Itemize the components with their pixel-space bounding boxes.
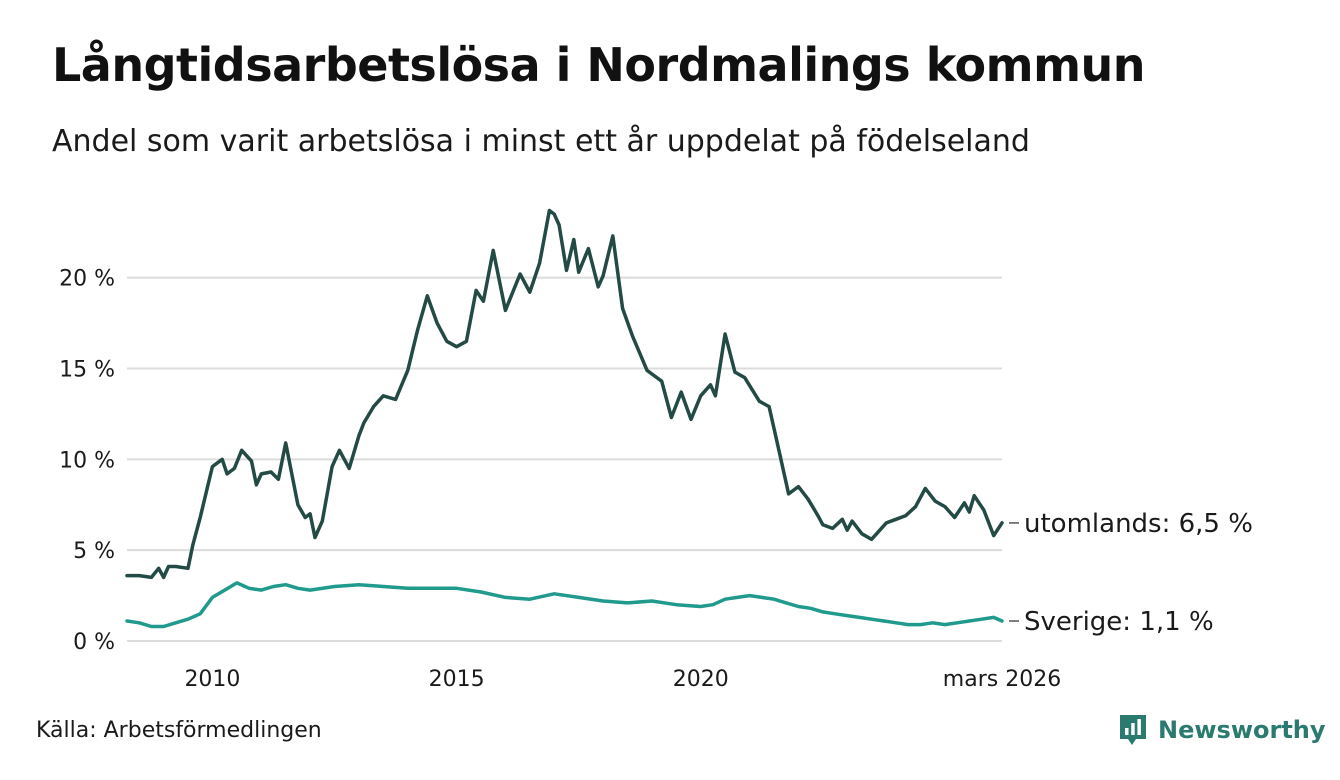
- x-tick-label: 2015: [429, 667, 485, 692]
- series-end-label: utomlands: 6,5 %: [1024, 509, 1253, 539]
- x-tick-label: 2010: [184, 667, 240, 692]
- chart-title: Långtidsarbetslösa i Nordmalings kommun: [52, 38, 1146, 92]
- brand-name: Newsworthy: [1158, 716, 1326, 744]
- series-end-labels: utomlands: 6,5 % Sverige: 1,1 %: [1009, 509, 1253, 637]
- gridlines: [127, 276, 1002, 642]
- series-line-sverige: [125, 581, 1004, 629]
- y-tick-label: 0 %: [73, 630, 115, 655]
- series-line-utomlands: [125, 208, 1004, 580]
- newsworthy-logo-icon: [1120, 715, 1146, 745]
- chart-subtitle: Andel som varit arbetslösa i minst ett å…: [52, 124, 1030, 159]
- series-lines: [125, 208, 1004, 629]
- y-tick-label: 15 %: [59, 358, 115, 383]
- y-axis-ticks: 0 % 5 % 10 % 15 % 20 %: [59, 267, 115, 655]
- x-axis-ticks: 2010 2015 2020 mars 2026: [184, 667, 1061, 692]
- source-note: Källa: Arbetsförmedlingen: [36, 718, 322, 743]
- y-tick-label: 5 %: [73, 539, 115, 564]
- y-tick-label: 10 %: [59, 448, 115, 473]
- y-tick-label: 20 %: [59, 267, 115, 292]
- series-end-label: Sverige: 1,1 %: [1024, 607, 1214, 637]
- x-tick-label: 2020: [673, 667, 729, 692]
- brand-logo: Newsworthy: [1118, 712, 1326, 748]
- x-tick-label: mars 2026: [943, 667, 1061, 692]
